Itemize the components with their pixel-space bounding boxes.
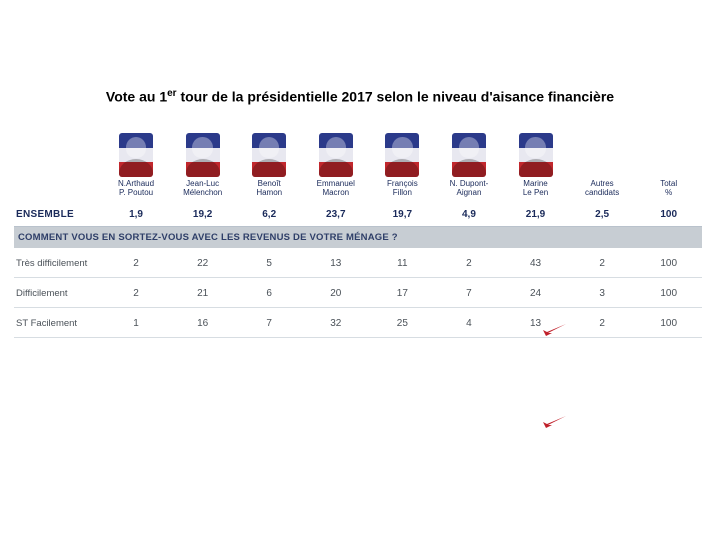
table-row: Difficilement221620177243100 bbox=[14, 278, 702, 308]
row-value: 1 bbox=[103, 308, 170, 338]
results-table: N.ArthaudP. PoutouJean-LucMélenchonBenoî… bbox=[14, 133, 702, 338]
row-value: 2 bbox=[569, 308, 636, 338]
candidate-name-line1: N. Dupont- bbox=[450, 179, 489, 188]
title-super: er bbox=[167, 88, 176, 99]
candidate-name-line2: Fillon bbox=[393, 188, 412, 197]
row-value: 7 bbox=[436, 278, 503, 308]
candidate-name: MarineLe Pen bbox=[502, 179, 569, 203]
candidate-portrait bbox=[236, 133, 303, 179]
candidate-name-line2: Mélenchon bbox=[183, 188, 222, 197]
row-value: 5 bbox=[236, 248, 303, 278]
candidate-name: Autrescandidats bbox=[569, 179, 636, 203]
row-value: 7 bbox=[236, 308, 303, 338]
row-value: 3 bbox=[569, 278, 636, 308]
candidate-name-line1: N.Arthaud bbox=[118, 179, 154, 188]
row-value: 25 bbox=[369, 308, 436, 338]
candidate-portrait bbox=[103, 133, 170, 179]
candidate-name: EmmanuelMacron bbox=[303, 179, 370, 203]
portrait-icon bbox=[385, 133, 419, 177]
candidate-name-line1: Jean-Luc bbox=[186, 179, 219, 188]
candidate-portrait-row bbox=[14, 133, 702, 179]
table-row: Très difficilement222513112432100 bbox=[14, 248, 702, 278]
portrait-icon bbox=[186, 133, 220, 177]
row-value: 32 bbox=[303, 308, 370, 338]
row-value: 2 bbox=[103, 278, 170, 308]
ensemble-value: 100 bbox=[635, 203, 702, 227]
row-value: 21 bbox=[169, 278, 236, 308]
row-label: Difficilement bbox=[14, 278, 103, 308]
candidate-name-row: N.ArthaudP. PoutouJean-LucMélenchonBenoî… bbox=[14, 179, 702, 203]
row-value: 43 bbox=[502, 248, 569, 278]
highlight-arrow-icon bbox=[542, 414, 568, 428]
ensemble-value: 23,7 bbox=[303, 203, 370, 227]
candidate-name-line1: Benoît bbox=[258, 179, 281, 188]
ensemble-value: 19,2 bbox=[169, 203, 236, 227]
candidate-portrait bbox=[369, 133, 436, 179]
row-value: 16 bbox=[169, 308, 236, 338]
candidate-name-line2: % bbox=[665, 188, 672, 197]
candidate-name-line2: Macron bbox=[322, 188, 349, 197]
portrait-icon bbox=[252, 133, 286, 177]
candidate-name: BenoîtHamon bbox=[236, 179, 303, 203]
portrait-icon bbox=[319, 133, 353, 177]
candidate-name-line2: Aignan bbox=[456, 188, 481, 197]
candidate-portrait bbox=[502, 133, 569, 179]
row-value: 17 bbox=[369, 278, 436, 308]
ensemble-value: 4,9 bbox=[436, 203, 503, 227]
row-value: 100 bbox=[635, 278, 702, 308]
ensemble-label: ENSEMBLE bbox=[14, 203, 103, 227]
title-prefix: Vote au 1 bbox=[106, 89, 167, 105]
candidate-portrait bbox=[635, 133, 702, 179]
candidate-name-line2: candidats bbox=[585, 188, 619, 197]
ensemble-value: 2,5 bbox=[569, 203, 636, 227]
candidate-name-line2: P. Poutou bbox=[119, 188, 153, 197]
portrait-icon bbox=[519, 133, 553, 177]
question-label: COMMENT VOUS EN SORTEZ-VOUS AVEC LES REV… bbox=[14, 227, 702, 249]
page-title: Vote au 1er tour de la présidentielle 20… bbox=[0, 0, 720, 133]
portrait-icon bbox=[452, 133, 486, 177]
candidate-name: N.ArthaudP. Poutou bbox=[103, 179, 170, 203]
row-value: 20 bbox=[303, 278, 370, 308]
results-body: ENSEMBLE1,919,26,223,719,74,921,92,5100C… bbox=[14, 203, 702, 338]
row-value: 11 bbox=[369, 248, 436, 278]
row-value: 22 bbox=[169, 248, 236, 278]
candidate-name-line2: Hamon bbox=[256, 188, 282, 197]
row-label: ST Facilement bbox=[14, 308, 103, 338]
candidate-name-line2: Le Pen bbox=[523, 188, 548, 197]
candidate-name: Total% bbox=[635, 179, 702, 203]
table-row: ST Facilement116732254132100 bbox=[14, 308, 702, 338]
ensemble-value: 19,7 bbox=[369, 203, 436, 227]
row-value: 2 bbox=[436, 248, 503, 278]
results-table-wrap: N.ArthaudP. PoutouJean-LucMélenchonBenoî… bbox=[0, 133, 720, 338]
portrait-icon bbox=[119, 133, 153, 177]
candidate-name-line1: Total bbox=[660, 179, 677, 188]
row-value: 2 bbox=[103, 248, 170, 278]
candidate-name: FrançoisFillon bbox=[369, 179, 436, 203]
ensemble-row: ENSEMBLE1,919,26,223,719,74,921,92,5100 bbox=[14, 203, 702, 227]
candidate-portrait bbox=[303, 133, 370, 179]
candidate-portrait bbox=[569, 133, 636, 179]
row-value: 13 bbox=[303, 248, 370, 278]
candidate-name-line1: François bbox=[387, 179, 418, 188]
row-value: 4 bbox=[436, 308, 503, 338]
ensemble-value: 1,9 bbox=[103, 203, 170, 227]
question-row: COMMENT VOUS EN SORTEZ-VOUS AVEC LES REV… bbox=[14, 227, 702, 249]
row-value: 13 bbox=[502, 308, 569, 338]
row-value: 2 bbox=[569, 248, 636, 278]
ensemble-value: 21,9 bbox=[502, 203, 569, 227]
candidate-portrait bbox=[436, 133, 503, 179]
candidate-portrait bbox=[169, 133, 236, 179]
candidate-name: Jean-LucMélenchon bbox=[169, 179, 236, 203]
candidate-name-line1: Autres bbox=[591, 179, 614, 188]
row-value: 100 bbox=[635, 308, 702, 338]
ensemble-value: 6,2 bbox=[236, 203, 303, 227]
row-value: 24 bbox=[502, 278, 569, 308]
row-value: 100 bbox=[635, 248, 702, 278]
row-label: Très difficilement bbox=[14, 248, 103, 278]
title-suffix: tour de la présidentielle 2017 selon le … bbox=[177, 89, 615, 105]
candidate-name: N. Dupont-Aignan bbox=[436, 179, 503, 203]
row-value: 6 bbox=[236, 278, 303, 308]
candidate-name-line1: Emmanuel bbox=[317, 179, 355, 188]
candidate-name-line1: Marine bbox=[523, 179, 547, 188]
